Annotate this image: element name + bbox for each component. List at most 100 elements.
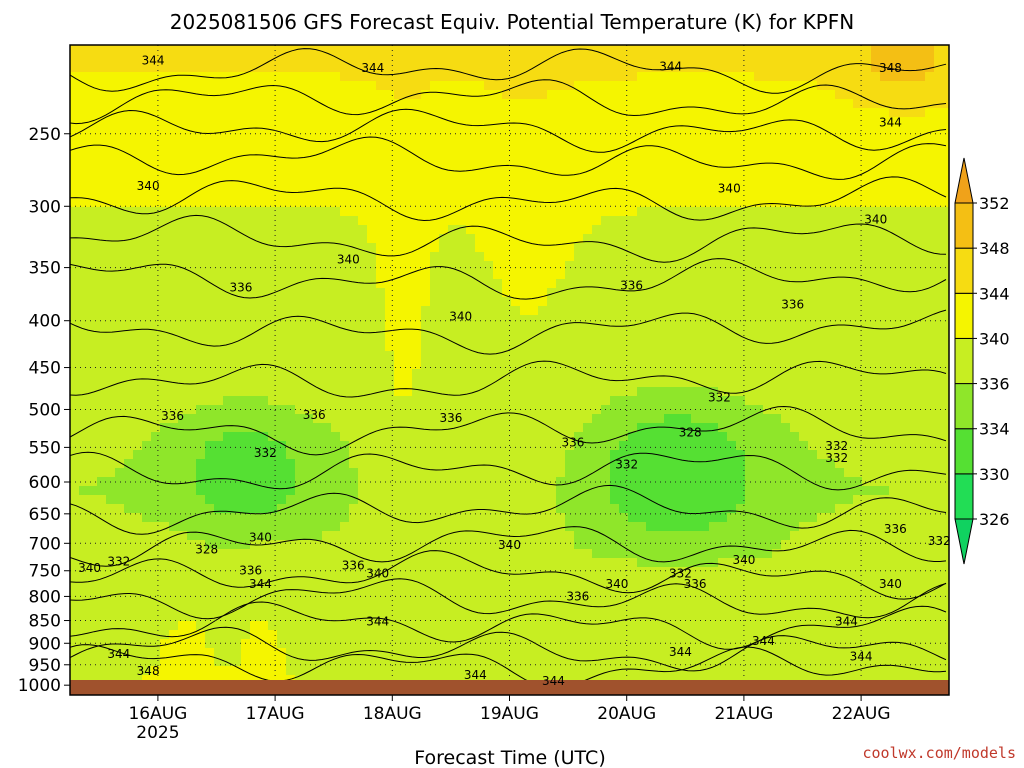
fill-cell: [70, 252, 80, 262]
fill-cell: [295, 162, 305, 172]
fill-cell: [943, 45, 949, 55]
fill-cell: [169, 432, 179, 442]
fill-cell: [457, 162, 467, 172]
fill-cell: [205, 486, 215, 496]
fill-cell: [178, 270, 188, 280]
fill-cell: [898, 486, 908, 496]
fill-cell: [304, 324, 314, 334]
fill-cell: [511, 324, 521, 334]
fill-cell: [727, 477, 737, 487]
fill-cell: [430, 468, 440, 478]
fill-cell: [394, 414, 404, 424]
fill-cell: [718, 423, 728, 433]
fill-cell: [268, 450, 278, 460]
fill-cell: [673, 387, 683, 397]
fill-cell: [394, 432, 404, 442]
fill-cell: [223, 279, 233, 289]
fill-cell: [736, 360, 746, 370]
fill-cell: [709, 198, 719, 208]
fill-cell: [844, 243, 854, 253]
fill-cell: [538, 234, 548, 244]
fill-cell: [628, 468, 638, 478]
fill-cell: [124, 468, 134, 478]
fill-cell: [124, 360, 134, 370]
fill-cell: [853, 405, 863, 415]
fill-cell: [106, 450, 116, 460]
fill-cell: [907, 288, 917, 298]
fill-cell: [934, 234, 944, 244]
fill-cell: [286, 198, 296, 208]
fill-cell: [538, 405, 548, 415]
fill-cell: [358, 153, 368, 163]
fill-cell: [79, 351, 89, 361]
fill-cell: [313, 207, 323, 217]
fill-cell: [673, 207, 683, 217]
fill-cell: [169, 279, 179, 289]
fill-cell: [736, 486, 746, 496]
fill-cell: [367, 234, 377, 244]
fill-cell: [844, 441, 854, 451]
fill-cell: [772, 477, 782, 487]
fill-cell: [754, 369, 764, 379]
fill-cell: [790, 144, 800, 154]
fill-cell: [124, 297, 134, 307]
fill-cell: [790, 405, 800, 415]
fill-cell: [736, 423, 746, 433]
fill-cell: [466, 432, 476, 442]
fill-cell: [538, 171, 548, 181]
fill-cell: [529, 432, 539, 442]
fill-cell: [493, 162, 503, 172]
fill-cell: [664, 351, 674, 361]
fill-cell: [709, 288, 719, 298]
fill-cell: [799, 459, 809, 469]
fill-cell: [340, 495, 350, 505]
fill-cell: [205, 126, 215, 136]
fill-cell: [682, 45, 692, 55]
fill-cell: [331, 234, 341, 244]
fill-cell: [124, 387, 134, 397]
fill-cell: [493, 153, 503, 163]
fill-cell: [196, 297, 206, 307]
fill-cell: [133, 234, 143, 244]
fill-cell: [934, 54, 944, 64]
fill-cell: [799, 81, 809, 91]
fill-cell: [313, 333, 323, 343]
fill-cell: [205, 171, 215, 181]
fill-cell: [511, 90, 521, 100]
fill-cell: [619, 126, 629, 136]
fill-cell: [439, 45, 449, 55]
fill-cell: [934, 171, 944, 181]
fill-cell: [502, 360, 512, 370]
fill-cell: [484, 144, 494, 154]
fill-cell: [862, 351, 872, 361]
fill-cell: [277, 216, 287, 226]
fill-cell: [763, 396, 773, 406]
fill-cell: [853, 495, 863, 505]
fill-cell: [385, 288, 395, 298]
fill-cell: [331, 414, 341, 424]
fill-cell: [754, 81, 764, 91]
fill-cell: [205, 324, 215, 334]
fill-cell: [934, 477, 944, 487]
fill-cell: [673, 90, 683, 100]
fill-cell: [628, 432, 638, 442]
fill-cell: [448, 324, 458, 334]
fill-cell: [565, 441, 575, 451]
fill-cell: [331, 468, 341, 478]
fill-cell: [187, 432, 197, 442]
fill-cell: [835, 99, 845, 109]
fill-cell: [331, 279, 341, 289]
fill-cell: [151, 306, 161, 316]
fill-cell: [637, 234, 647, 244]
fill-cell: [79, 162, 89, 172]
fill-cell: [466, 243, 476, 253]
fill-cell: [250, 216, 260, 226]
fill-cell: [754, 306, 764, 316]
fill-cell: [880, 414, 890, 424]
fill-cell: [205, 279, 215, 289]
fill-cell: [511, 288, 521, 298]
fill-cell: [664, 261, 674, 271]
fill-cell: [286, 432, 296, 442]
fill-cell: [313, 72, 323, 82]
fill-cell: [142, 153, 152, 163]
